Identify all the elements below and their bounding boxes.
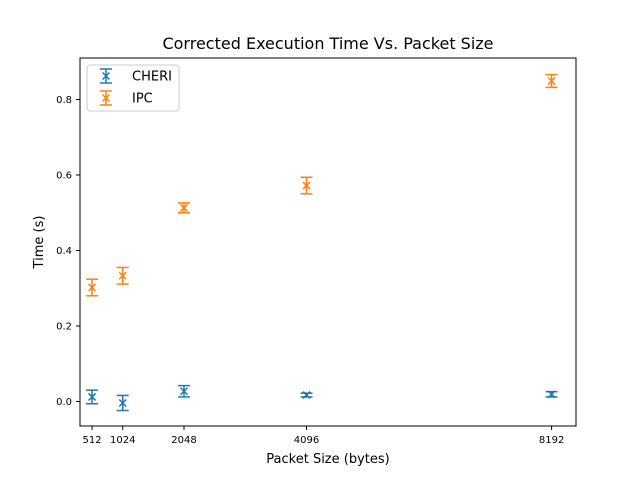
x-marker-stroke-b: [118, 271, 127, 280]
legend-marker-stroke-b: [101, 93, 111, 103]
x-tick-label: 2048: [171, 435, 196, 446]
x-marker-stroke-b: [547, 76, 556, 86]
x-marker-stroke-b: [547, 390, 556, 399]
data-point-ipc: [545, 73, 558, 89]
data-point-cheri: [300, 391, 313, 400]
chart-title: Corrected Execution Time Vs. Packet Size: [162, 34, 493, 53]
x-marker-stroke-b: [179, 203, 189, 212]
legend-entry-ipc: IPC: [100, 90, 153, 107]
y-tick-label: 0.6: [56, 171, 72, 182]
x-tick-label: 512: [83, 435, 102, 446]
data-marks: [86, 73, 558, 412]
data-point-ipc: [86, 278, 99, 297]
y-axis-ticks: 0.0 0.2 0.4 0.6 0.8: [56, 95, 80, 408]
data-point-cheri: [86, 389, 99, 405]
legend-label: IPC: [132, 92, 153, 107]
plot-frame: [79, 57, 577, 427]
legend-marker-stroke-b: [101, 71, 111, 81]
y-axis-label: Time (s): [32, 216, 47, 270]
y-tick-label: 0.0: [56, 397, 72, 408]
x-tick-label: 4096: [294, 435, 319, 446]
data-point-cheri: [177, 384, 190, 398]
x-marker-stroke-b: [302, 391, 311, 400]
data-point-cheri: [545, 390, 558, 399]
x-marker-stroke-b: [88, 283, 97, 292]
legend-entry-cheri: CHERI: [100, 68, 172, 85]
x-marker-stroke-b: [302, 181, 311, 190]
y-tick-label: 0.4: [56, 246, 72, 257]
x-marker-stroke-b: [88, 392, 97, 401]
legend-label: CHERI: [132, 70, 172, 85]
x-tick-label: 8192: [539, 435, 564, 446]
x-marker-stroke-b: [118, 398, 127, 408]
legend: CHERI IPC: [86, 64, 180, 112]
plot-area: [80, 58, 576, 426]
x-axis-label: Packet Size (bytes): [266, 452, 389, 467]
data-point-ipc: [116, 266, 129, 285]
x-tick-label: 1024: [110, 435, 135, 446]
legend-box: [86, 64, 180, 112]
data-point-ipc: [300, 176, 313, 195]
y-tick-label: 0.2: [56, 321, 72, 332]
x-axis-ticks: 512 1024 2048 4096 8192: [83, 426, 564, 446]
legend-entries: CHERI IPC: [100, 68, 172, 107]
data-point-ipc: [177, 202, 190, 214]
x-marker-stroke-b: [179, 387, 189, 396]
y-tick-label: 0.8: [56, 95, 72, 106]
data-point-cheri: [116, 394, 129, 412]
